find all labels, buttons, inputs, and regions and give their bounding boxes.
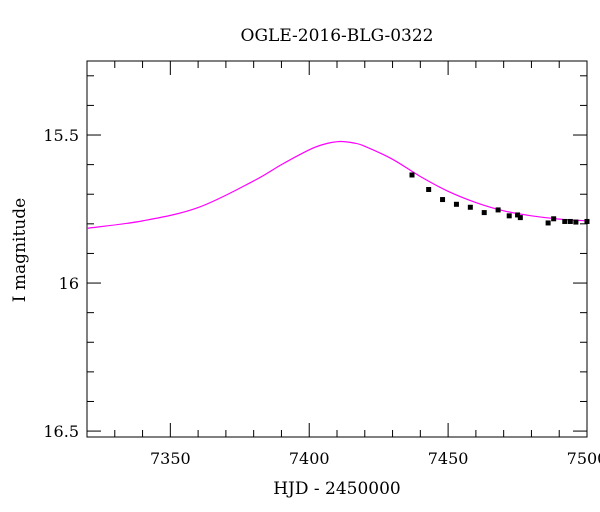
data-point xyxy=(453,201,459,207)
data-point xyxy=(562,218,568,224)
y-axis-label: I magnitude xyxy=(10,198,30,302)
data-point xyxy=(584,218,590,224)
data-point xyxy=(495,207,501,213)
x-tick-label: 7350 xyxy=(150,449,191,468)
chart-title: OGLE-2016-BLG-0322 xyxy=(241,26,434,46)
axis-ticks xyxy=(87,61,588,437)
y-tick-label: 15.5 xyxy=(43,126,79,145)
data-point xyxy=(573,219,579,225)
data-points-layer xyxy=(409,172,590,226)
data-point xyxy=(409,172,415,178)
data-point xyxy=(515,212,521,218)
data-point xyxy=(517,215,523,221)
y-tick-label: 16 xyxy=(59,274,79,293)
x-tick-label: 7450 xyxy=(428,449,469,468)
x-tick-label: 7400 xyxy=(289,449,330,468)
model-curve-layer xyxy=(86,140,588,229)
data-point xyxy=(440,197,446,203)
tick-labels: 7350 7400 7450 7500 15.5 16 16.5 xyxy=(43,126,600,468)
y-tick-label: 16.5 xyxy=(43,422,79,441)
plot-frame xyxy=(86,60,588,438)
data-point xyxy=(481,210,487,216)
data-point xyxy=(551,216,557,222)
data-point xyxy=(426,186,432,192)
data-point xyxy=(467,204,473,210)
data-point xyxy=(567,218,573,224)
data-point xyxy=(545,220,551,226)
x-tick-label: 7500 xyxy=(567,449,600,468)
model-curve xyxy=(86,140,588,229)
x-axis-label: HJD - 2450000 xyxy=(273,479,401,499)
data-point xyxy=(506,213,512,219)
